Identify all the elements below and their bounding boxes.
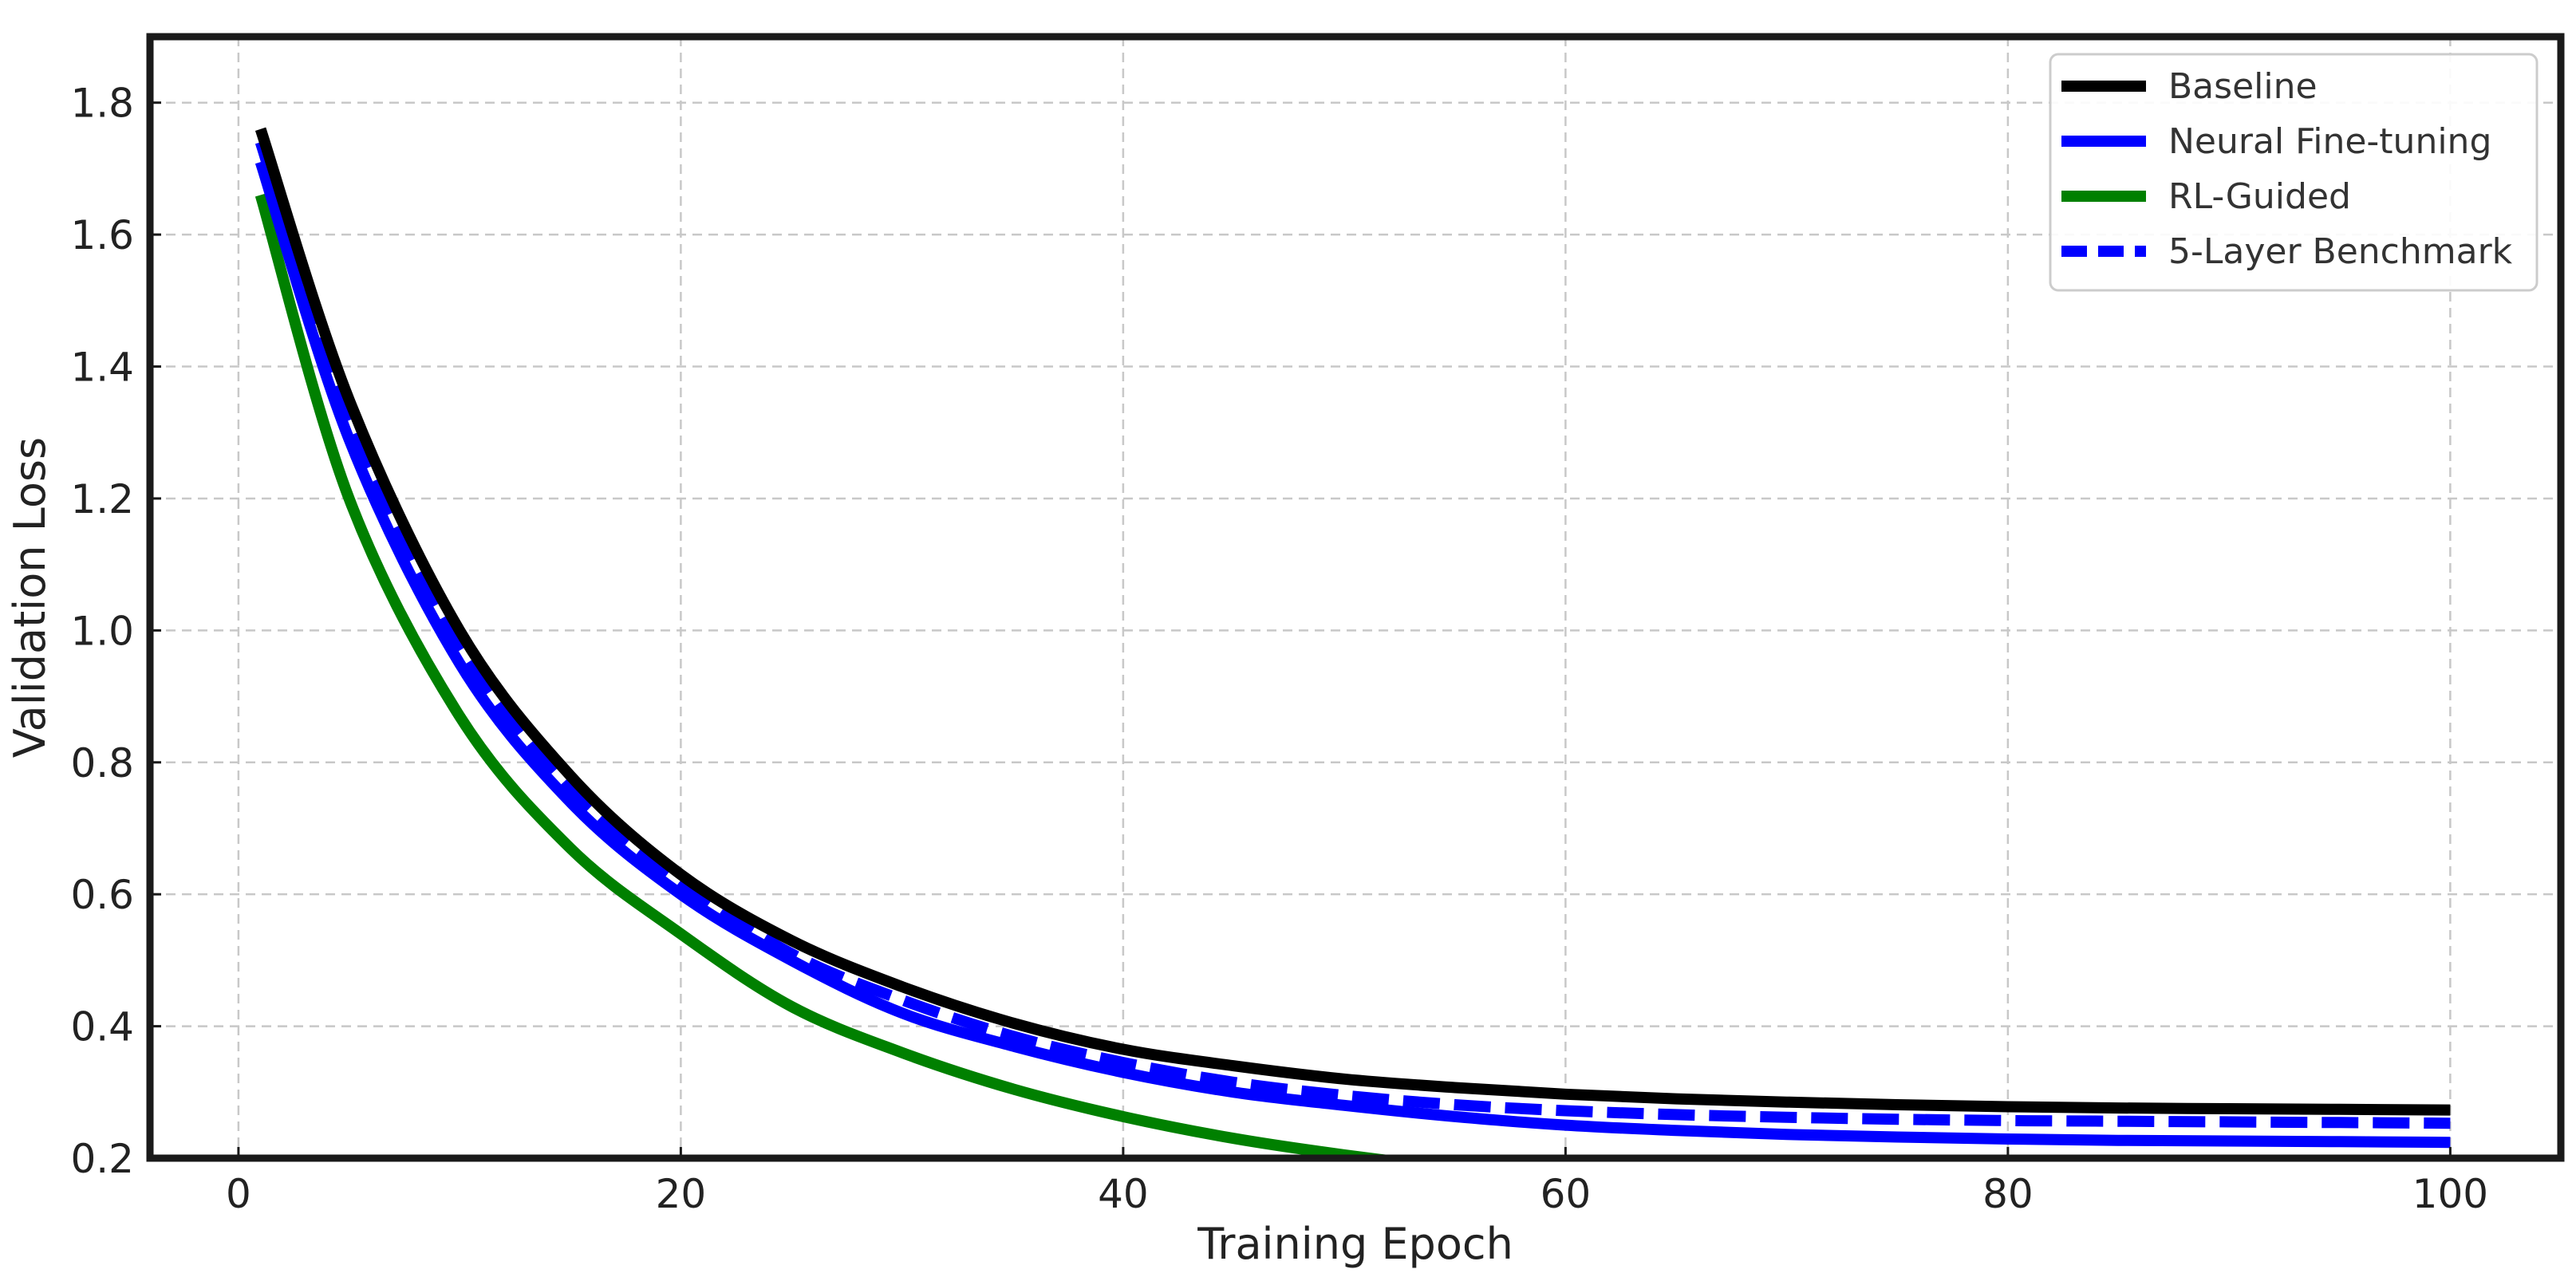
- y-tick-label: 1.0: [70, 608, 134, 654]
- y-tick-label: 0.2: [70, 1136, 134, 1182]
- legend-label-baseline: Baseline: [2168, 66, 2318, 107]
- x-tick-label: 80: [1982, 1171, 2034, 1217]
- series-line-neural-fine-tuning: [254, 160, 2451, 1149]
- y-tick-label: 1.4: [70, 345, 134, 391]
- x-tick-label: 100: [2412, 1171, 2488, 1217]
- series-group: [254, 127, 2451, 1158]
- plot-frame: [146, 33, 2565, 1162]
- series-line-baseline: [254, 127, 2451, 1116]
- legend-box: [2049, 53, 2539, 292]
- y-tick-label: 1.2: [70, 476, 134, 522]
- series-line-rl-guided: [254, 193, 1416, 1158]
- y-axis-title: Validation Loss: [5, 437, 55, 758]
- x-tick-label: 0: [226, 1171, 251, 1217]
- y-tick-label: 0.6: [70, 872, 134, 918]
- series-line-5-layer-benchmark: [254, 140, 2451, 1129]
- y-tick-label: 1.8: [70, 81, 134, 127]
- y-tick-label: 1.6: [70, 212, 134, 258]
- x-axis-title: Training Epoch: [1197, 1219, 1513, 1269]
- x-tick-label: 60: [1540, 1171, 1592, 1217]
- x-tick-label: 40: [1098, 1171, 1149, 1217]
- y-tick-label: 0.4: [70, 1004, 134, 1050]
- legend: Baseline Neural Fine-tuning RL-Guided 5-Lay…: [2049, 53, 2539, 292]
- grid: [150, 37, 2561, 1160]
- legend-label-5-layer-benchmark: 5-Layer Benchmark: [2168, 231, 2513, 272]
- x-tick-label: 20: [656, 1171, 707, 1217]
- ticks: 0 20 40 60 80 100 0.2 0.4 0.6 0.8 1.0 1.2 1.4 1.6 1.8: [70, 81, 2488, 1217]
- legend-label-neural-fine-tuning: Neural Fine-tuning: [2168, 121, 2491, 162]
- y-tick-label: 0.8: [70, 740, 134, 786]
- legend-label-rl-guided: RL-Guided: [2168, 176, 2351, 217]
